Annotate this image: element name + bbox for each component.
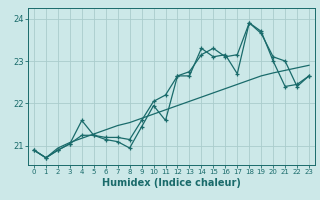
- X-axis label: Humidex (Indice chaleur): Humidex (Indice chaleur): [102, 178, 241, 188]
